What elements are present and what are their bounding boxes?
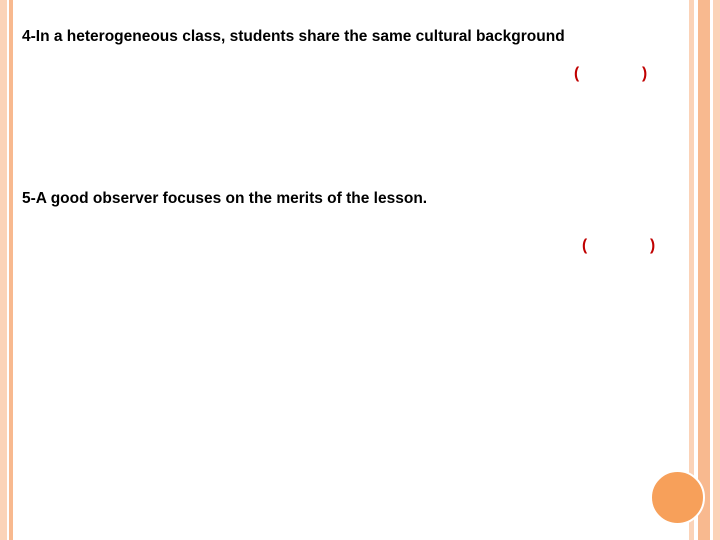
question-4-text: 4-In a heterogeneous class, students sha… <box>22 28 565 46</box>
slide-content: 4-In a heterogeneous class, students sha… <box>22 0 680 540</box>
right-mid-stripe <box>698 0 710 540</box>
question-4-paren-close: ) <box>642 65 647 83</box>
question-5-text: 5-A good observer focuses on the merits … <box>22 190 427 208</box>
question-5-paren-open: ( <box>582 237 587 255</box>
right-inner-stripe <box>689 0 694 540</box>
right-outer-stripe <box>713 0 720 540</box>
question-4-paren-open: ( <box>574 65 579 83</box>
decorative-circle <box>650 470 705 525</box>
left-outer-stripe <box>0 0 7 540</box>
question-5-paren-close: ) <box>650 237 655 255</box>
left-inner-stripe <box>9 0 13 540</box>
